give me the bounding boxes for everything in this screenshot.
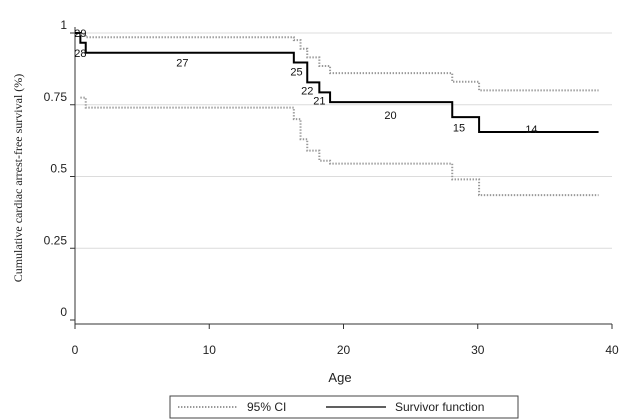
y-tick-label-4: 1	[60, 18, 67, 32]
risk-label-8: 14	[525, 124, 537, 136]
risk-label-3: 25	[290, 67, 302, 79]
legend-label-0: 95% CI	[247, 400, 286, 414]
risk-label-2: 27	[176, 58, 188, 70]
y-tick-label-0: 0	[60, 305, 67, 319]
x-axis-label: Age	[328, 370, 351, 385]
x-tick-label-1: 10	[203, 343, 217, 357]
risk-label-7: 15	[453, 123, 465, 135]
y-tick-label-3: 0.75	[44, 90, 68, 104]
y-axis-label: Cumulative cardiac arrest-free survival …	[11, 74, 25, 283]
risk-label-0: 29	[74, 28, 86, 40]
x-tick-label-2: 20	[337, 343, 351, 357]
y-tick-label-2: 0.5	[50, 162, 67, 176]
risk-label-1: 28	[74, 48, 86, 60]
series-95-ci-lower	[80, 96, 599, 197]
series-95-ci-upper	[80, 33, 599, 92]
y-tick-label-1: 0.25	[44, 233, 68, 247]
legend: 95% CI Survivor function	[169, 395, 519, 419]
x-tick-label-4: 40	[605, 343, 619, 357]
risk-label-6: 20	[384, 110, 396, 122]
legend-label-1: Survivor function	[395, 400, 484, 414]
risk-label-4: 22	[301, 85, 313, 97]
x-tick-label-0: 0	[72, 343, 79, 357]
gridlines	[75, 32, 612, 249]
risk-label-5: 21	[313, 95, 325, 107]
series-survivor-function	[75, 32, 599, 134]
series-lines	[75, 32, 599, 197]
x-tick-label-3: 30	[471, 343, 485, 357]
